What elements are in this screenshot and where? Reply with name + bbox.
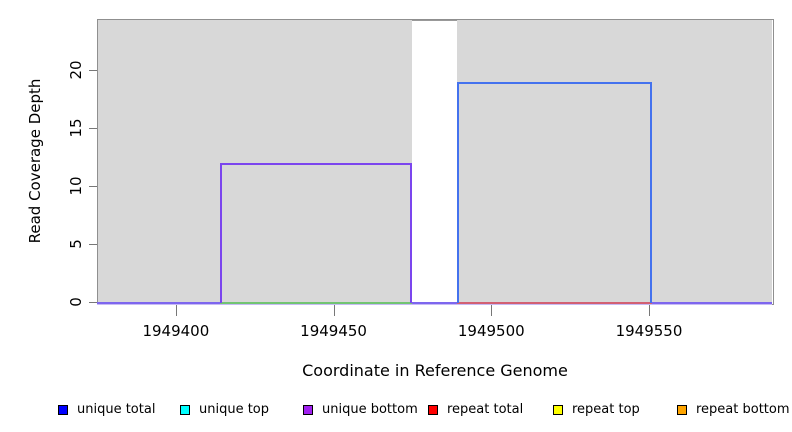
baseline-segment (220, 302, 413, 304)
x-tick-mark (175, 305, 177, 316)
y-tick-mark (89, 70, 97, 72)
coverage-box (220, 162, 413, 303)
legend-label-repeat-bottom: repeat bottom (696, 402, 790, 417)
y-tick-label: 0 (67, 297, 85, 307)
x-axis-title: Coordinate in Reference Genome (302, 361, 568, 380)
y-tick-mark (89, 244, 97, 245)
y-tick-label: 20 (67, 60, 85, 80)
y-tick-mark (89, 128, 97, 130)
legend-label-unique-top: unique top (199, 402, 270, 417)
legend-swatch-repeat-top (553, 405, 563, 415)
legend-swatch-repeat-bottom (677, 405, 687, 415)
legend-label-unique-total: unique total (77, 402, 156, 417)
legend: unique total unique top unique bottom repea… (0, 399, 792, 421)
legend-swatch-unique-bottom (303, 405, 313, 415)
legend-label-unique-bottom: unique bottom (322, 402, 418, 417)
y-axis-title: Read Coverage Depth (26, 78, 44, 244)
y-tick-mark (89, 302, 97, 303)
repeat-gap-background (412, 19, 457, 305)
baseline-segment (456, 302, 653, 304)
baseline-underline (97, 304, 772, 305)
y-tick-mark (89, 186, 97, 188)
x-tick-mark (491, 305, 493, 316)
unique-region-background (456, 19, 772, 303)
baseline-segment (412, 302, 457, 304)
x-tick-label: 1949400 (142, 322, 210, 340)
x-tick-mark (333, 305, 335, 316)
x-tick-label: 1949500 (457, 322, 525, 340)
legend-label-repeat-total: repeat total (447, 402, 524, 417)
x-tick-mark (648, 305, 650, 316)
legend-swatch-unique-total (58, 405, 68, 415)
x-tick-label: 1949450 (300, 322, 367, 340)
y-tick-label: 10 (67, 176, 85, 196)
x-tick-label: 1949550 (615, 322, 683, 340)
baseline-segment (97, 302, 220, 304)
y-tick-label: 5 (67, 239, 85, 249)
legend-label-repeat-top: repeat top (572, 402, 640, 417)
coverage-box (456, 81, 653, 303)
unique-region-background (97, 19, 413, 303)
legend-swatch-unique-top (180, 405, 190, 415)
y-tick-label: 15 (67, 118, 85, 138)
baseline-segment (652, 302, 772, 304)
legend-swatch-repeat-total (428, 405, 438, 415)
